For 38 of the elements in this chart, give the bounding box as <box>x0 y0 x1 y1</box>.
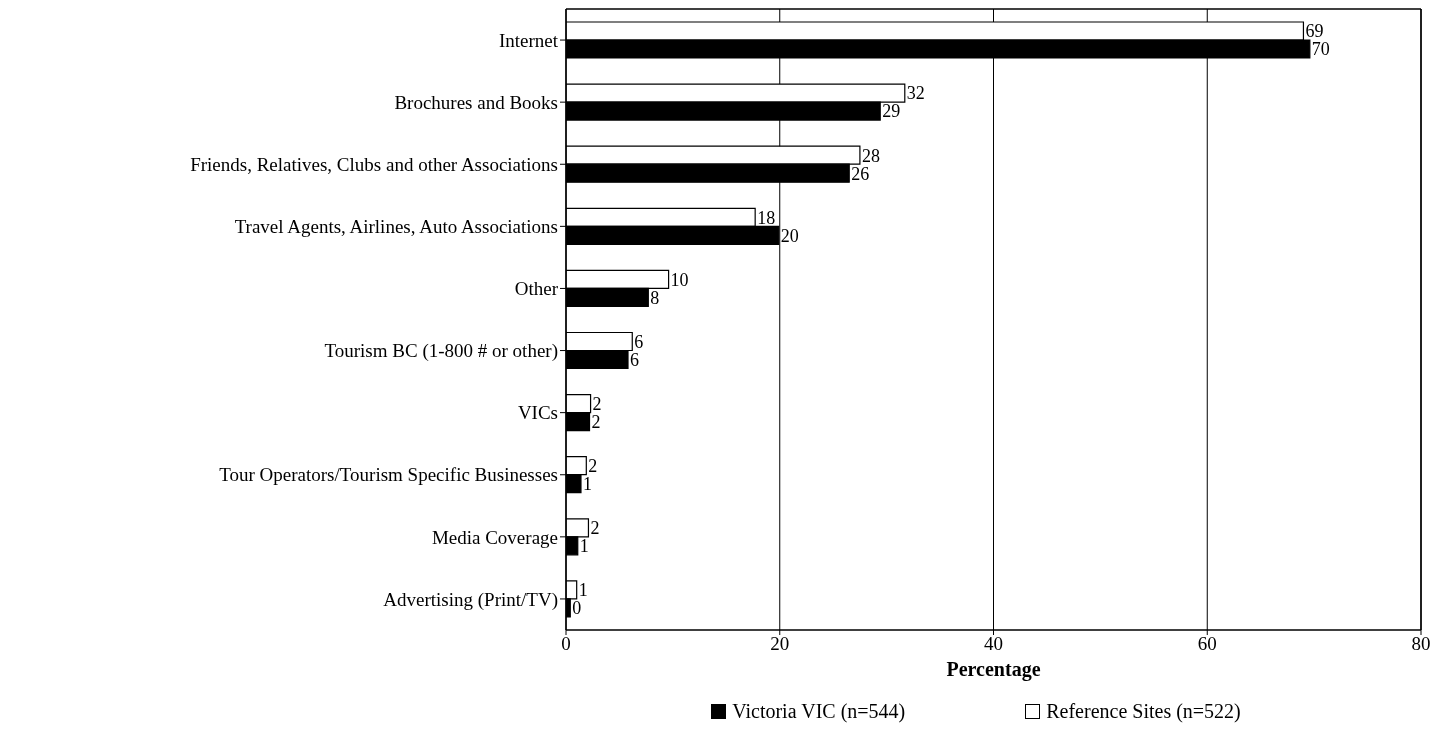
data-label: 0 <box>572 598 582 619</box>
data-label: 1 <box>579 536 589 557</box>
data-label: 10 <box>670 269 689 290</box>
data-label: 6 <box>634 331 644 352</box>
y-tick-label: Internet <box>498 29 559 51</box>
x-tick-label: 20 <box>770 633 790 655</box>
data-label: 2 <box>588 456 598 477</box>
data-label: 20 <box>780 225 799 246</box>
y-tick-label: Travel Agents, Airlines, Auto Associations <box>234 216 558 238</box>
y-tick-label: Advertising (Print/TV) <box>383 588 558 611</box>
data-label: 28 <box>861 145 880 166</box>
data-label: 69 <box>1305 21 1324 42</box>
x-tick-label: 60 <box>1197 633 1217 655</box>
y-tick-label: Friends, Relatives, Clubs and other Associations <box>190 153 558 175</box>
x-axis-title: Percentage <box>946 658 1041 681</box>
data-label: 6 <box>629 349 639 370</box>
data-label: 1 <box>582 474 592 495</box>
legend-label: Reference Sites (n=522) <box>1046 700 1241 723</box>
y-tick-label: Media Coverage <box>431 526 558 548</box>
data-label: 29 <box>882 101 901 122</box>
y-tick-label: Tourism BC (1-800 # or other) <box>324 340 558 363</box>
data-label: 70 <box>1311 39 1330 60</box>
y-tick-label: Tour Operators/Tourism Specific Businesses <box>219 464 558 486</box>
legend-label: Victoria VIC (n=544) <box>732 700 906 723</box>
data-label: 32 <box>906 83 925 104</box>
y-tick-label: VICs <box>517 402 558 424</box>
data-label: 8 <box>650 287 660 308</box>
data-label: 2 <box>592 393 602 414</box>
x-tick-label: 40 <box>984 633 1003 655</box>
y-tick-label: Other <box>514 278 559 300</box>
data-label: 1 <box>578 580 588 601</box>
data-label: 18 <box>757 207 776 228</box>
data-label: 26 <box>851 163 870 184</box>
data-label: 2 <box>590 518 600 539</box>
x-tick-label: 80 <box>1411 633 1431 655</box>
x-tick-label: 0 <box>561 633 571 655</box>
y-tick-label: Brochures and Books <box>394 91 558 113</box>
data-label: 2 <box>591 411 601 432</box>
